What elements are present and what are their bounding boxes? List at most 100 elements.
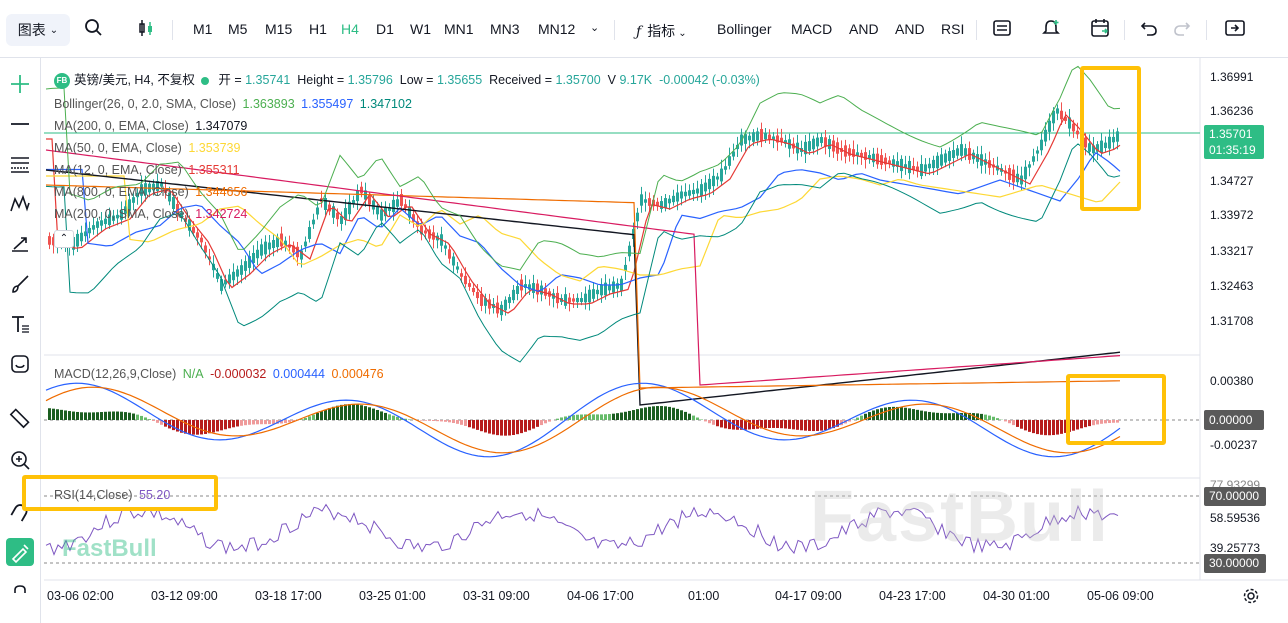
template-icon[interactable] <box>992 18 1012 43</box>
lock-drawing-icon[interactable] <box>6 538 34 566</box>
candle <box>180 212 183 218</box>
macd-histogram-bar <box>392 415 395 420</box>
macd-histogram-bar <box>440 420 443 422</box>
candle <box>880 155 883 165</box>
candle <box>252 252 255 264</box>
candle <box>820 137 823 143</box>
timeframe-m5[interactable]: M5 <box>228 21 248 37</box>
market-status-dot <box>200 76 209 85</box>
indicator-bollinger[interactable]: Bollinger <box>717 21 772 37</box>
candlestick-icon[interactable] <box>136 18 156 43</box>
timeframe-m15[interactable]: M15 <box>265 21 293 37</box>
undo-icon[interactable] <box>1139 18 1159 43</box>
candle <box>100 220 103 226</box>
macd-histogram-bar <box>988 415 991 420</box>
candle <box>352 200 355 204</box>
timeframe-h4[interactable]: H4 <box>341 21 359 37</box>
timeframe-d1[interactable]: D1 <box>376 21 394 37</box>
text-icon[interactable] <box>6 310 34 338</box>
price-tick: 1.31708 <box>1210 314 1254 328</box>
macd-histogram-bar <box>260 420 263 425</box>
timeframe-mn3[interactable]: MN3 <box>490 21 520 37</box>
fullscreen-exit-icon[interactable] <box>1224 18 1246 43</box>
settings-gear-icon[interactable] <box>1242 587 1260 610</box>
ma50ema-legend[interactable]: MA(50, 0, EMA, Close) 1.353739 <box>54 141 243 155</box>
candle <box>468 283 471 287</box>
brush-icon[interactable] <box>6 270 34 298</box>
macd-histogram-bar <box>220 420 223 431</box>
macd-histogram-bar <box>500 420 503 436</box>
macd-histogram-bar <box>556 418 559 420</box>
macd-histogram-bar <box>944 413 947 420</box>
candle <box>196 232 199 238</box>
price-tick: 1.33217 <box>1210 244 1254 258</box>
candle <box>132 197 135 203</box>
macd-histogram-bar <box>644 407 647 420</box>
macd-tick: -0.00237 <box>1210 438 1258 452</box>
fib-icon[interactable] <box>6 150 34 178</box>
chevron-down-icon[interactable]: ⌄ <box>590 22 600 34</box>
candle <box>812 138 815 150</box>
divider <box>976 20 977 40</box>
macd-histogram-bar <box>1060 420 1063 434</box>
macd-histogram-bar <box>620 412 623 420</box>
alert-add-icon[interactable] <box>1041 18 1061 43</box>
zoom-in-icon[interactable] <box>6 446 34 474</box>
pattern-icon[interactable] <box>6 190 34 218</box>
candle <box>216 273 219 279</box>
indicator-macd[interactable]: MACD <box>791 21 833 37</box>
macd-histogram-bar <box>248 420 251 425</box>
trend-line-icon[interactable] <box>6 110 34 138</box>
timeframe-w1[interactable]: W1 <box>410 21 431 37</box>
collapse-legend-button[interactable]: ⌃ <box>54 230 74 248</box>
candle <box>1036 150 1039 154</box>
close-value: 1.35700 <box>555 73 601 87</box>
indicator-rsi[interactable]: RSI <box>941 21 965 37</box>
chart-type-dropdown[interactable]: 图表 ⌄ <box>6 14 70 46</box>
macd-histogram-bar <box>528 420 531 431</box>
candle <box>396 199 399 207</box>
candle <box>208 256 211 260</box>
candle <box>712 175 715 187</box>
macd-histogram-bar <box>384 412 387 420</box>
candle <box>344 208 347 220</box>
rsi-legend[interactable]: RSI(14,Close) 55.20 <box>54 488 173 502</box>
macd-legend[interactable]: MACD(12,26,9,Close) N/A -0.000032 0.0004… <box>54 367 387 381</box>
symbol-name[interactable]: 英镑/美元, H4, 不复权 <box>74 73 195 87</box>
indicator-and-1[interactable]: AND <box>849 21 879 37</box>
candle <box>316 207 319 215</box>
change-value: -0.00042 (-0.03%) <box>659 73 760 87</box>
lock-icon[interactable] <box>6 580 34 608</box>
divider <box>1124 20 1125 40</box>
timeframe-m1[interactable]: M1 <box>193 21 213 37</box>
ma800ema-legend[interactable]: MA(800, 0, EMA, Close) 1.344656 <box>54 185 250 199</box>
indicator-and-2[interactable]: AND <box>895 21 925 37</box>
ma200sma-legend[interactable]: MA(200, 0, SMA, Close) 1.342724 <box>54 207 250 221</box>
macd-histogram-bar <box>964 412 967 420</box>
emoji-icon[interactable] <box>6 350 34 378</box>
macd-histogram-bar <box>696 417 699 420</box>
crosshair-icon[interactable] <box>6 70 34 98</box>
timeframe-mn12[interactable]: MN12 <box>538 21 576 37</box>
bollinger-upper: 1.363893 <box>242 97 295 111</box>
ma200ema-legend[interactable]: MA(200, 0, EMA, Close) 1.347079 <box>54 119 250 133</box>
candle-countdown: 01:35:19 <box>1209 143 1256 157</box>
timeframe-mn1[interactable]: MN1 <box>444 21 474 37</box>
redo-icon[interactable] <box>1172 18 1192 43</box>
calendar-replay-icon[interactable] <box>1090 18 1112 43</box>
macd-histogram-bar <box>140 415 143 420</box>
volume-value: 9.17K <box>619 73 653 87</box>
indicators-button[interactable]: ƒ 指标 ⌄ <box>636 21 687 41</box>
search-icon[interactable] <box>84 18 104 43</box>
macd-histogram-bar <box>1012 420 1015 426</box>
time-tick: 04-30 01:00 <box>983 589 1050 603</box>
macd-histogram-bar <box>916 409 919 420</box>
timeframe-h1[interactable]: H1 <box>309 21 327 37</box>
candle <box>856 152 859 156</box>
ma12ema-legend[interactable]: MA(12, 0, EMA, Close) 1.355311 <box>54 163 243 177</box>
candle <box>292 245 295 253</box>
projection-icon[interactable] <box>6 230 34 258</box>
bollinger-legend[interactable]: Bollinger(26, 0, 2.0, SMA, Close) 1.3638… <box>54 97 415 111</box>
ruler-icon[interactable] <box>6 404 34 432</box>
